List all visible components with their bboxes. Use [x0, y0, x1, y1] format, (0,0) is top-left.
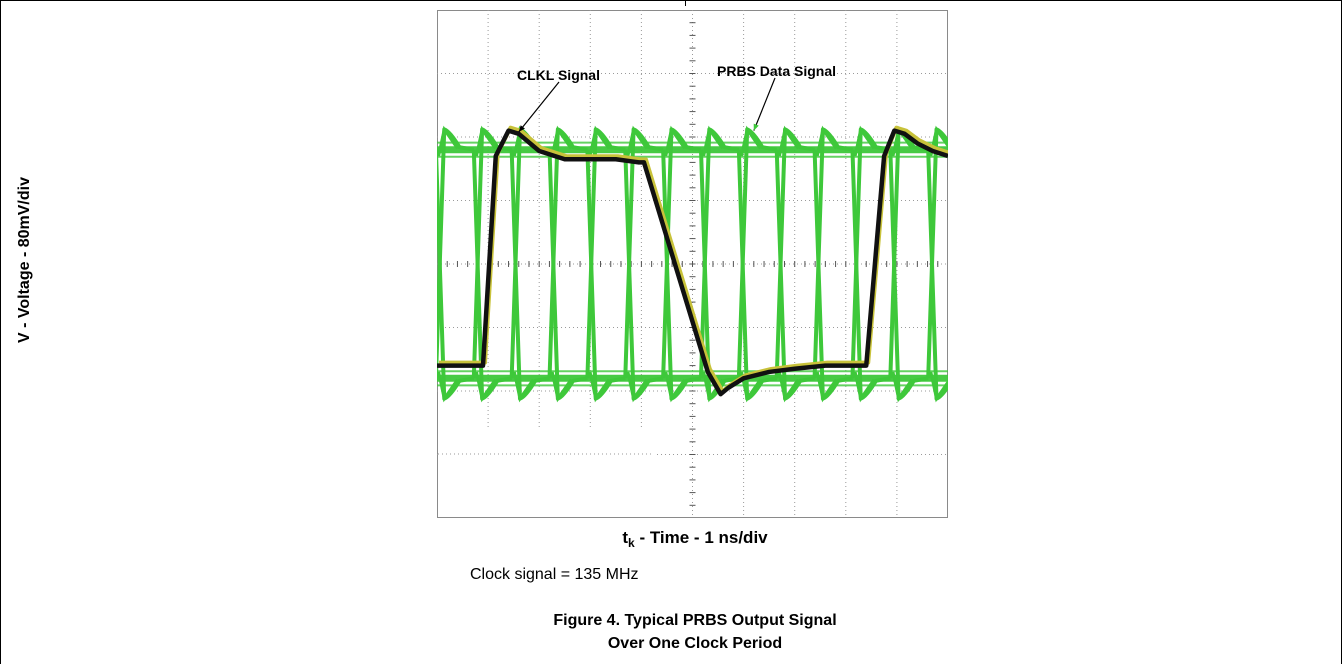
annotation-prbs-data-signal-pointer — [753, 77, 776, 131]
clkl-signal-line — [437, 128, 948, 397]
screen-blank-area — [438, 430, 655, 516]
figure-caption-line-2: Over One Clock Period — [607, 635, 783, 652]
x-axis-label-subscript: k — [628, 536, 635, 550]
page-left-border — [0, 0, 1, 664]
prbs-overshoot — [550, 125, 573, 157]
y-axis-label-text: V - Voltage - 80mV/div — [16, 177, 33, 343]
clock-note: Clock signal = 135 MHz — [470, 566, 639, 583]
series-clkl-signal — [437, 125, 948, 397]
x-axis-label-text: - Time - 1 ns/div — [634, 528, 768, 547]
annotation-prbs-data-signal: PRBS Data Signal — [717, 63, 836, 79]
page-top-tick — [685, 0, 686, 6]
prbs-undershoot — [929, 371, 948, 403]
annotation-prbs-data-signal-arrowhead — [753, 123, 759, 131]
prbs-overshoot — [474, 125, 497, 157]
y-axis-label: V - Voltage - 80mV/div — [10, 140, 40, 380]
x-axis-label: tk - Time - 1 ns/div — [540, 528, 850, 550]
prbs-undershoot — [891, 371, 914, 403]
prbs-undershoot — [664, 371, 686, 403]
oscilloscope-plot: CLKL Signal PRBS Data Signal — [437, 10, 948, 518]
page-top-border — [0, 0, 1341, 3]
prbs-undershoot — [777, 371, 800, 403]
x-axis-label-symbol: t — [622, 528, 629, 547]
prbs-overshoot — [815, 125, 838, 157]
prbs-undershoot — [437, 371, 459, 403]
figure-caption: Figure 4. Typical PRBS Output Signal Ove… — [470, 609, 920, 655]
prbs-undershoot — [512, 371, 535, 403]
prbs-undershoot — [626, 371, 649, 403]
annotation-clkl-signal-arrowhead — [518, 125, 525, 132]
prbs-undershoot — [815, 371, 838, 403]
prbs-undershoot — [550, 371, 573, 403]
prbs-overshoot — [437, 125, 459, 157]
prbs-overshoot — [740, 125, 762, 157]
prbs-overshoot — [664, 125, 686, 157]
prbs-overshoot — [626, 125, 649, 157]
annotations: CLKL Signal PRBS Data Signal — [517, 63, 836, 133]
page-right-border — [1341, 0, 1342, 664]
prbs-overshoot — [588, 125, 611, 157]
annotation-clkl-signal: CLKL Signal — [517, 67, 600, 83]
prbs-overshoot — [702, 125, 724, 157]
figure-caption-line-1: Figure 4. Typical PRBS Output Signal — [553, 612, 837, 629]
prbs-undershoot — [474, 371, 497, 403]
annotation-clkl-signal-pointer — [518, 81, 560, 133]
prbs-overshoot — [853, 125, 876, 157]
prbs-undershoot — [853, 371, 876, 403]
prbs-overshoot — [777, 125, 800, 157]
prbs-undershoot — [588, 371, 611, 403]
series-prbs-data-signal — [437, 125, 948, 516]
